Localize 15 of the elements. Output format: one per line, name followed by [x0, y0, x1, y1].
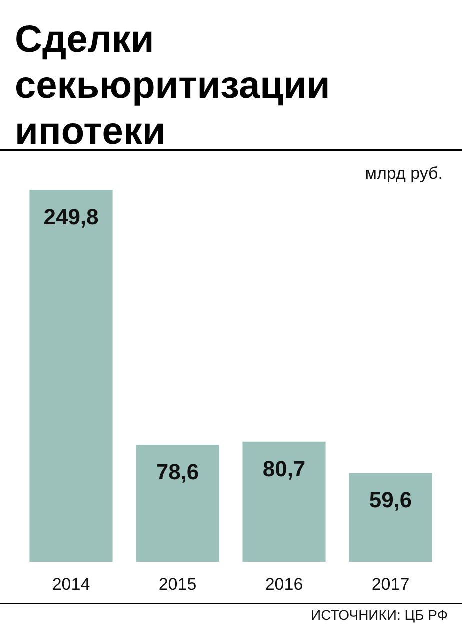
x-tick-label: 2016 [265, 575, 304, 594]
data-label: 59,6 [369, 488, 412, 513]
data-label: 80,7 [262, 456, 306, 482]
data-label: 78,6 [156, 459, 200, 484]
bar [30, 190, 113, 562]
x-tick-label: 2015 [158, 575, 197, 594]
data-label: 249,8 [44, 204, 99, 230]
bar [349, 473, 432, 562]
text: ИСТОЧНИКИ: ЦБ РФ [311, 607, 448, 623]
x-tick-label: 2014 [52, 575, 90, 594]
bar [242, 442, 326, 562]
chart-subtitle: млрд руб. [365, 164, 444, 183]
x-tick-label: 2017 [372, 575, 410, 594]
bar [136, 444, 220, 562]
chart-title: Сделки секьюритизации ипотеки [15, 19, 330, 153]
